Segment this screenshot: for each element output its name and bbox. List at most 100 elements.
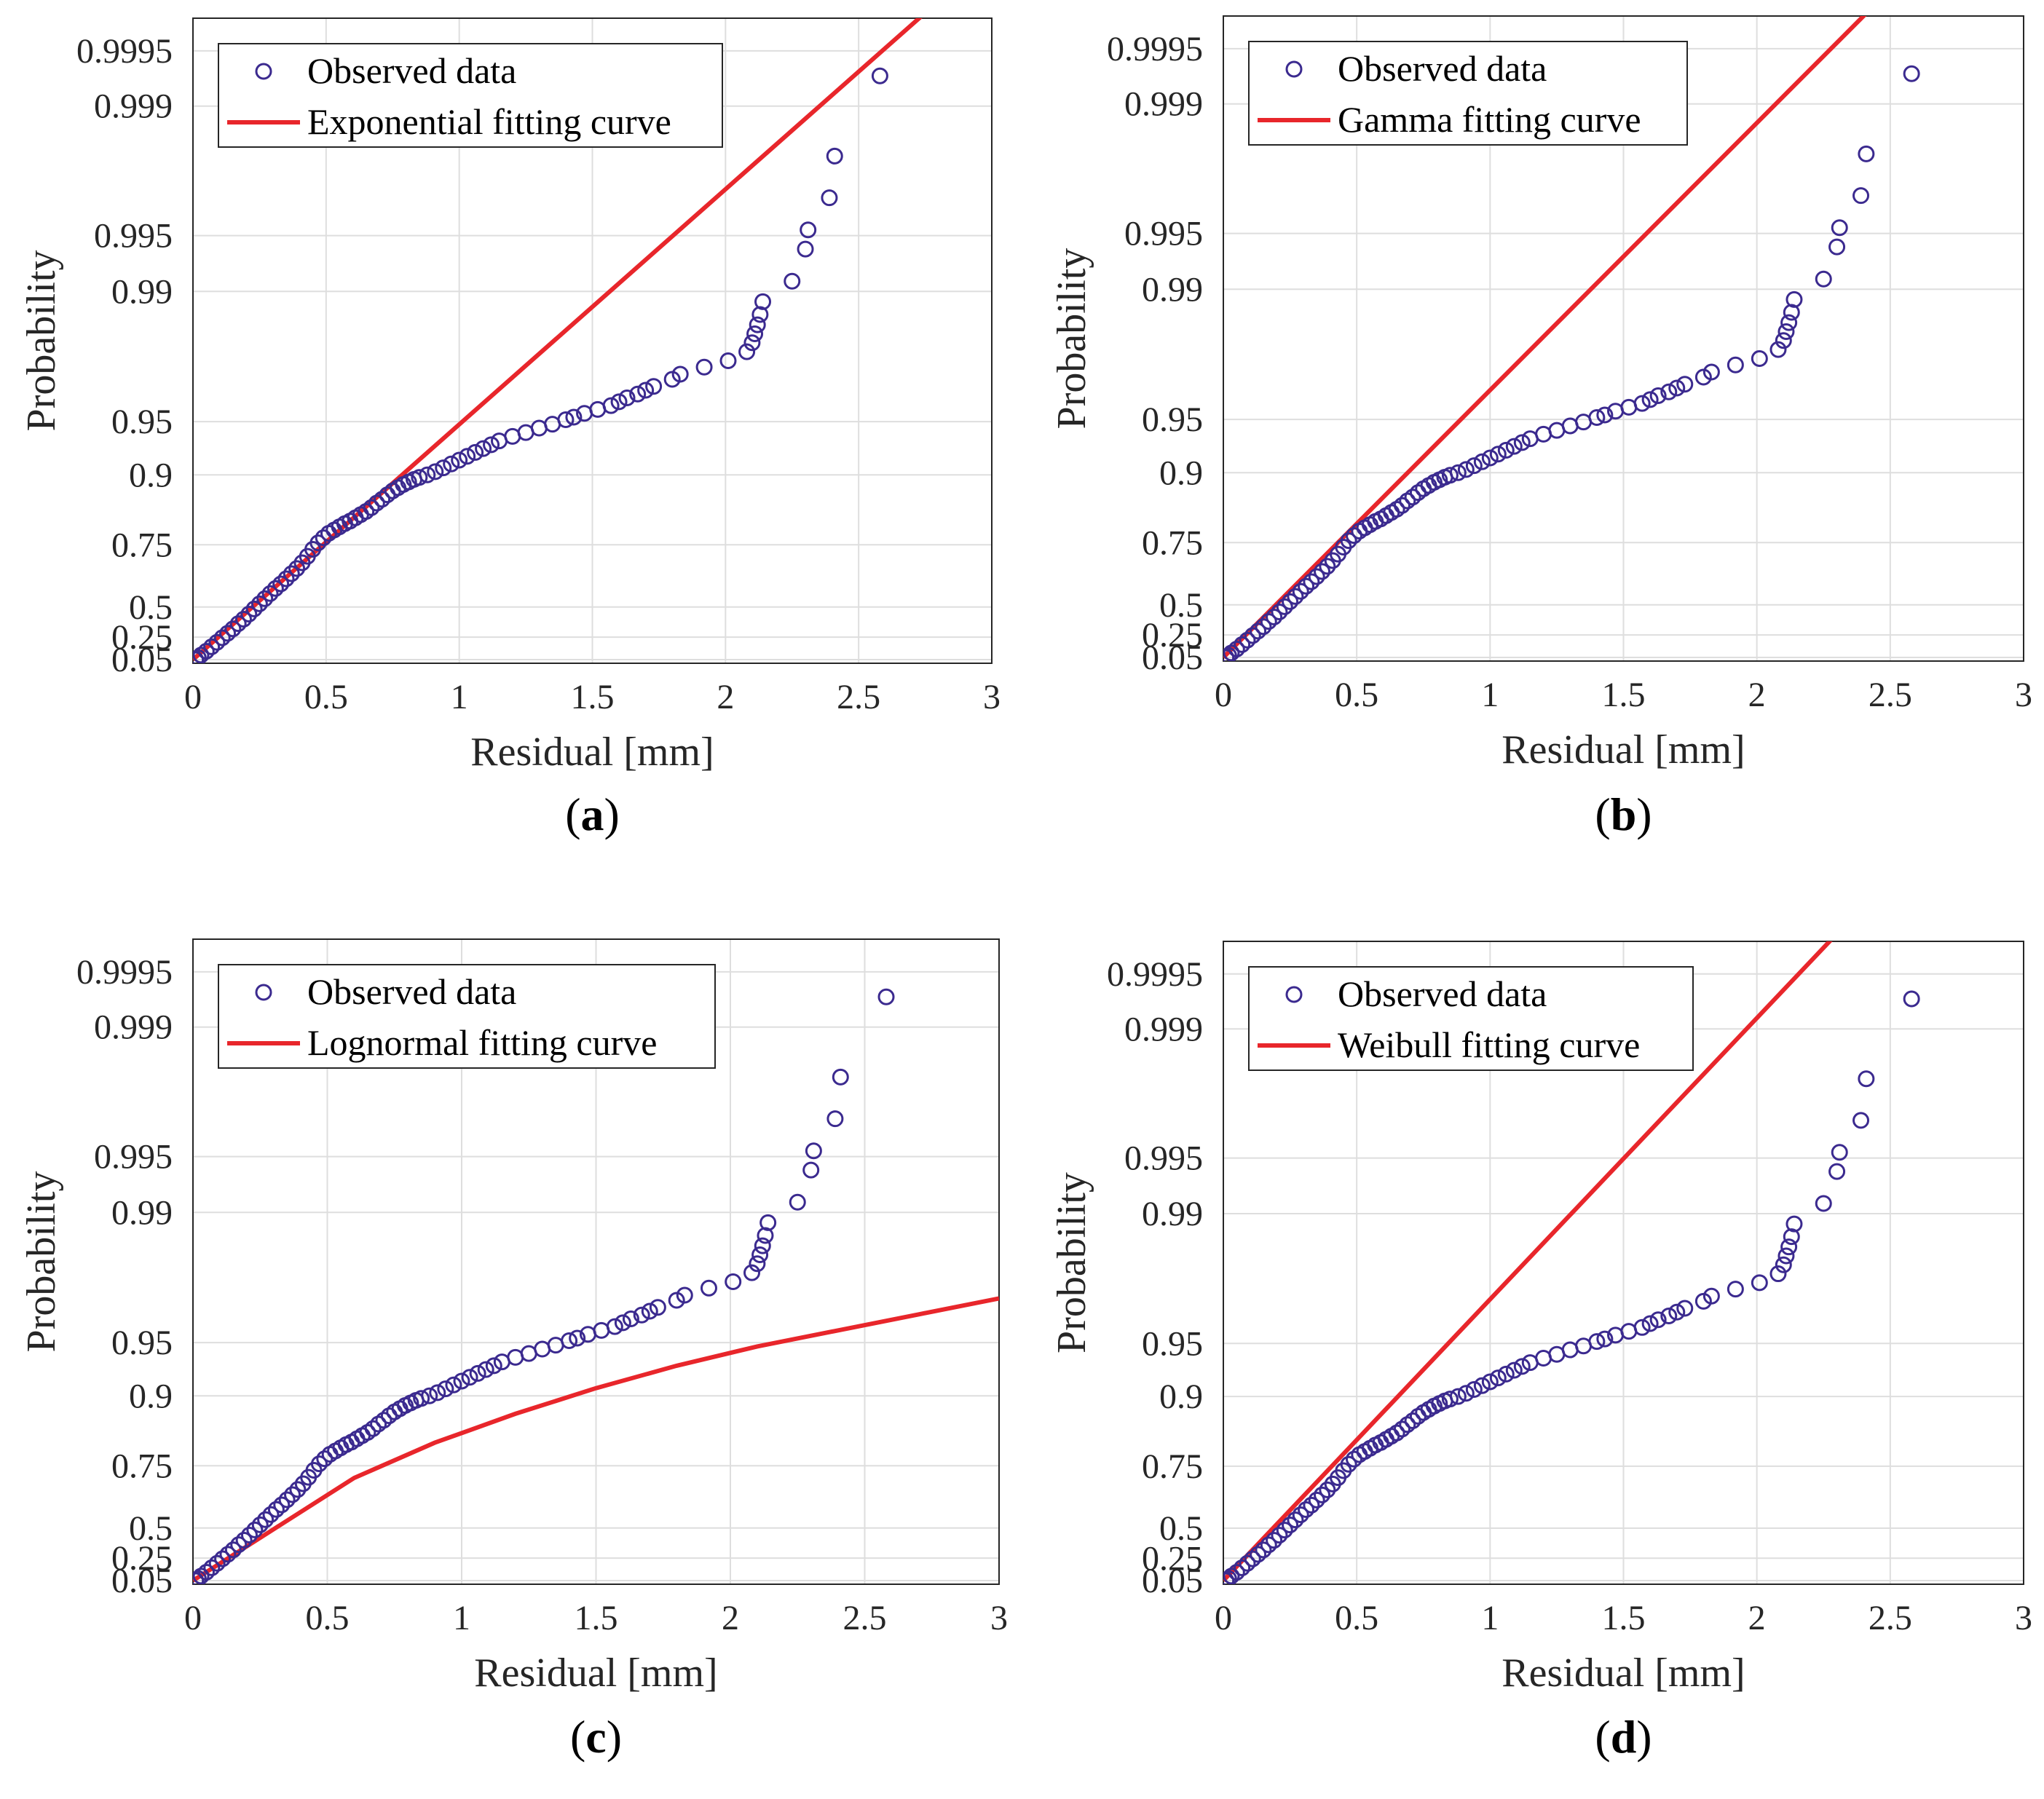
observed-data-point — [193, 1572, 205, 1584]
observed-data-point — [1255, 618, 1272, 636]
observed-data-point — [1346, 1450, 1363, 1468]
observed-data-point — [606, 1318, 623, 1335]
observed-data-point — [475, 440, 492, 457]
observed-data-point — [1596, 1330, 1614, 1348]
y-tick-label: 0.995 — [1124, 215, 1203, 253]
legend-entry-fit: Lognormal fitting curve — [307, 1022, 657, 1063]
observed-data-point — [1852, 187, 1870, 205]
observed-data-point — [1858, 1070, 1875, 1088]
observed-data-point — [1676, 1300, 1694, 1317]
observed-data-point — [1457, 461, 1475, 478]
y-tick-label: 0.5 — [129, 1509, 173, 1548]
observed-data-point — [1260, 1536, 1277, 1554]
observed-data-point — [1751, 349, 1768, 367]
observed-data-point — [193, 651, 205, 663]
y-tick-label: 0.9 — [129, 456, 173, 494]
x-tick-label: 1.5 — [1602, 1599, 1646, 1637]
observed-data-point — [1831, 1144, 1848, 1161]
x-tick-label: 1.5 — [575, 1599, 618, 1637]
observed-data-point — [1815, 270, 1832, 288]
y-tick-label: 0.99 — [111, 272, 173, 311]
observed-data-point — [1858, 145, 1875, 162]
observed-data-point — [743, 1264, 761, 1281]
x-tick-label: 2 — [1748, 676, 1766, 714]
observed-data-point — [641, 1302, 658, 1320]
legend-marker-icon — [255, 984, 272, 1001]
observed-data-point — [637, 381, 655, 399]
chart-panel-b: 0 0.5 1 1.5 2 2.5 30.050.250.50.750.90.950.990… — [1049, 15, 2032, 840]
x-tick-label: 1 — [1481, 676, 1499, 714]
observed-data-point — [1308, 1491, 1325, 1509]
y-tick-label: 0.999 — [94, 87, 173, 126]
legend-box — [218, 964, 716, 1069]
observed-data-point — [751, 306, 769, 323]
observed-data-point — [1228, 1564, 1245, 1581]
observed-data-point — [213, 629, 231, 647]
observed-data-point — [805, 1142, 822, 1160]
observed-data-point — [363, 499, 380, 516]
x-tick-label: 0.5 — [304, 678, 348, 716]
y-tick-label: 0.95 — [1142, 400, 1203, 439]
y-tick-label: 0.05 — [111, 1562, 173, 1600]
legend: Observed data Weibull fitting curve — [1248, 966, 1694, 1071]
y-tick-label: 0.95 — [111, 1324, 173, 1362]
observed-data-point — [1775, 332, 1792, 349]
observed-data-point — [1271, 603, 1288, 620]
observed-data-point — [602, 397, 620, 414]
observed-data-point — [1239, 1554, 1256, 1572]
observed-data-point — [429, 1384, 446, 1401]
y-tick-label: 0.9995 — [1107, 955, 1203, 994]
observed-data-point — [284, 1486, 301, 1503]
observed-data-point — [618, 390, 636, 407]
panel-label: (d) — [1595, 1711, 1652, 1763]
y-tick-label: 0.9995 — [76, 953, 173, 992]
legend-box — [1248, 966, 1694, 1071]
legend-entry-fit: Exponential fitting curve — [307, 101, 671, 142]
observed-data-point — [1481, 449, 1499, 467]
observed-data-point — [1292, 582, 1309, 600]
observed-data-point — [507, 1348, 524, 1366]
x-tick-label: 2 — [722, 1599, 739, 1637]
observed-data-point — [1513, 1358, 1531, 1375]
observed-data-point — [262, 1506, 280, 1523]
observed-data-point — [1465, 457, 1483, 475]
observed-data-point — [246, 1521, 264, 1538]
y-tick-label: 0.9 — [129, 1377, 173, 1415]
x-tick-label: 1 — [1481, 1599, 1499, 1637]
observed-data-point — [1497, 1365, 1515, 1383]
observed-data-point — [749, 1255, 766, 1273]
legend-entry-observed: Observed data — [307, 50, 516, 91]
y-tick-label: 0.75 — [1142, 523, 1203, 562]
observed-data-point — [1660, 383, 1678, 400]
x-tick-label: 3 — [983, 678, 1001, 716]
legend: Observed data Exponential fitting curve — [218, 43, 723, 148]
legend: Observed data Gamma fitting curve — [1248, 41, 1688, 146]
observed-data-point — [1852, 1112, 1870, 1129]
observed-data-point — [1702, 363, 1720, 381]
x-tick-label: 0.5 — [1335, 676, 1378, 714]
observed-data-point — [1769, 341, 1787, 358]
observed-data-point — [197, 1564, 215, 1581]
observed-data-point — [871, 67, 888, 84]
observed-data-point — [219, 625, 237, 642]
observed-data-point — [469, 1364, 486, 1382]
x-axis-title: Residual [mm] — [470, 730, 714, 775]
observed-data-point — [759, 1214, 777, 1231]
observed-data-point — [1266, 608, 1283, 625]
x-tick-label: 0.5 — [1335, 1599, 1378, 1637]
observed-data-point — [1276, 1522, 1293, 1539]
observed-data-point — [832, 1068, 849, 1086]
observed-data-point — [309, 534, 327, 552]
legend-entry-fit: Weibull fitting curve — [1338, 1024, 1640, 1065]
observed-data-point — [797, 240, 814, 258]
observed-data-point — [754, 293, 772, 310]
y-tick-label: 0.05 — [1142, 638, 1203, 677]
y-tick-label: 0.9995 — [1107, 30, 1203, 68]
observed-data-point — [719, 352, 737, 369]
y-tick-label: 0.25 — [1142, 1539, 1203, 1578]
observed-data-point — [633, 1306, 650, 1324]
observed-data-point — [250, 595, 268, 612]
observed-data-point — [695, 358, 713, 376]
legend-marker-icon — [255, 63, 272, 80]
